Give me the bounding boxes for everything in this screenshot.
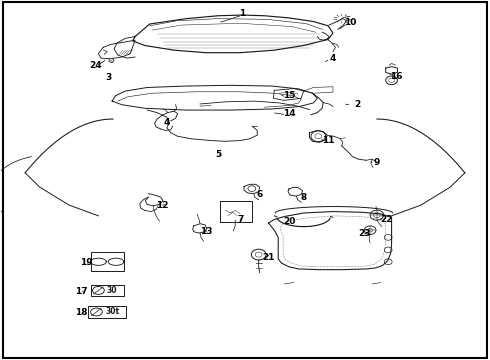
Text: 13: 13 [199,228,212,237]
Text: 1: 1 [240,9,245,18]
Bar [91,285,124,296]
Text: 5: 5 [215,150,221,159]
Bar [91,252,124,271]
Text: 17: 17 [75,287,88,296]
Text: 30t: 30t [106,307,120,316]
Circle shape [368,228,372,232]
Text: 6: 6 [257,190,263,199]
Circle shape [255,252,262,257]
Text: 19: 19 [80,258,93,267]
Text: 30: 30 [107,286,117,295]
Text: 16: 16 [390,72,403,81]
Text: 21: 21 [262,253,275,262]
Text: 7: 7 [237,215,244,224]
Text: 8: 8 [300,193,307,202]
Text: 4: 4 [164,118,170,127]
Text: 20: 20 [283,217,295,226]
Text: 2: 2 [354,100,361,109]
Text: 22: 22 [380,215,393,224]
Text: 3: 3 [105,73,111,82]
Text: 12: 12 [156,201,168,210]
Bar [88,306,126,318]
Text: 15: 15 [283,91,295,100]
Text: 23: 23 [359,229,371,238]
Text: 14: 14 [283,109,295,118]
Text: 24: 24 [90,61,102,70]
Text: 10: 10 [344,18,356,27]
Text: 18: 18 [75,308,88,317]
Text: 9: 9 [374,158,380,167]
Text: 4: 4 [330,54,336,63]
Circle shape [373,213,380,218]
Circle shape [315,134,322,139]
Circle shape [389,78,394,82]
Text: 11: 11 [322,136,334,145]
